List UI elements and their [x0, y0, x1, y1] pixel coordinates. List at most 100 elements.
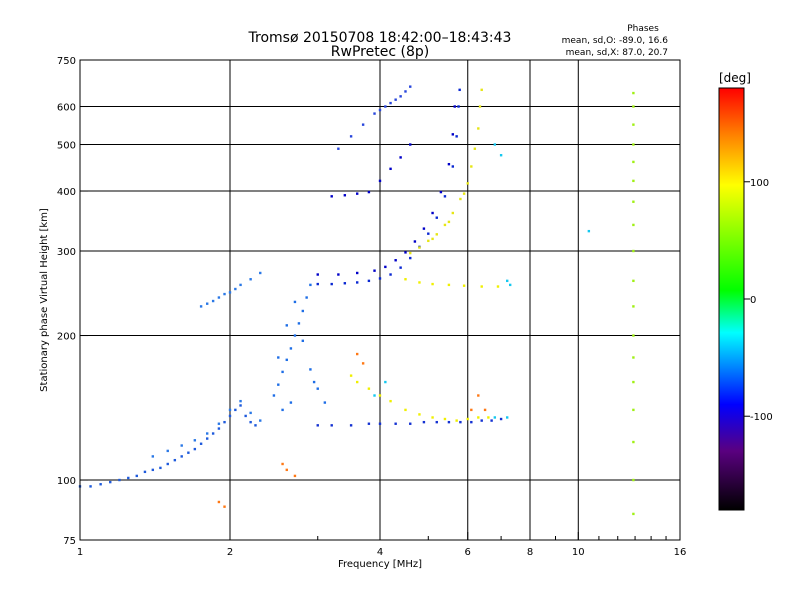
data-point [505, 416, 509, 419]
colorbar-tick-label: 0 [750, 295, 756, 306]
data-point [447, 162, 451, 166]
stats-x-mode: mean, sd,X: 87.0, 20.7 [566, 48, 668, 58]
data-point [394, 98, 397, 101]
data-point [632, 279, 635, 283]
data-point [447, 420, 451, 424]
x-axis-label: Frequency [MHz] [338, 559, 422, 570]
data-point [451, 211, 455, 215]
data-point [462, 284, 466, 287]
data-point [389, 167, 392, 171]
data-point [632, 91, 635, 95]
data-point [431, 416, 434, 419]
data-point [404, 251, 407, 254]
data-point [281, 462, 284, 466]
data-point [632, 105, 635, 108]
data-point [470, 408, 473, 412]
data-point [272, 394, 276, 397]
data-point [285, 468, 288, 472]
data-point [462, 192, 466, 195]
data-point [443, 223, 447, 227]
data-point [330, 424, 333, 427]
data-point [457, 105, 460, 108]
x-tick-label: 2 [227, 547, 233, 558]
data-point [431, 211, 434, 215]
data-point [455, 135, 458, 138]
x-axis: 1 2 4 6 8 10 16 [77, 532, 687, 558]
data-point [249, 420, 252, 424]
data-point [330, 195, 333, 198]
data-point [632, 478, 635, 482]
data-point [409, 256, 412, 260]
data-point [435, 420, 438, 424]
data-point [632, 143, 635, 146]
data-point [389, 273, 392, 276]
data-point [151, 468, 155, 472]
colorbar [718, 87, 745, 511]
data-point [316, 282, 319, 286]
data-point [409, 143, 412, 146]
data-point [289, 401, 293, 404]
data-point [477, 416, 480, 419]
x-tick-label: 16 [674, 547, 687, 558]
data-point [418, 246, 421, 249]
data-point [355, 271, 359, 275]
data-point [422, 420, 426, 424]
data-point [285, 358, 288, 362]
data-point [343, 282, 347, 285]
data-point [205, 432, 209, 435]
data-point [249, 278, 252, 281]
data-point [293, 474, 297, 478]
chart-title-line-1: Tromsø 20150708 18:42:00–18:43:43 [248, 30, 512, 46]
data-point [301, 339, 305, 343]
data-point [422, 227, 426, 230]
data-point [404, 90, 407, 93]
data-point [355, 380, 359, 384]
stats-o-mode: mean, sd,O: -89.0, 16.6 [562, 36, 669, 46]
data-point [447, 220, 451, 224]
data-point [451, 133, 455, 136]
colorbar-tick-label: 100 [750, 178, 769, 189]
data-point [349, 424, 353, 427]
data-point [470, 165, 473, 168]
data-point [199, 442, 203, 445]
data-point [632, 249, 635, 253]
data-point [239, 404, 242, 407]
x-tick-label: 10 [572, 547, 585, 558]
data-point [466, 417, 469, 421]
data-point [89, 485, 92, 488]
data-point [480, 88, 483, 92]
colorbar-label: [deg] [719, 71, 751, 85]
data-point [312, 380, 316, 384]
data-point [109, 480, 112, 484]
data-point [173, 458, 177, 462]
data-point [343, 194, 347, 197]
data-point [281, 370, 284, 374]
data-point [228, 408, 232, 412]
data-point [632, 223, 635, 227]
data-point [373, 394, 376, 397]
data-point [505, 279, 509, 283]
data-point [470, 420, 473, 424]
data-point [166, 462, 169, 466]
data-point [159, 466, 162, 470]
stats-heading: Phases [627, 24, 659, 34]
data-point [409, 85, 412, 88]
data-point [384, 265, 387, 269]
data-point [349, 374, 353, 377]
data-point [337, 273, 340, 276]
data-point [496, 285, 500, 288]
data-point [228, 414, 232, 418]
data-point [632, 380, 635, 384]
data-point [632, 440, 635, 444]
data-point [404, 278, 407, 281]
y-axis-label: Stationary phase Virtual Height [km] [39, 208, 50, 392]
data-point [259, 271, 262, 275]
data-point [127, 476, 130, 480]
data-point [193, 439, 197, 442]
data-point [285, 324, 288, 327]
data-point [435, 233, 438, 236]
data-point [297, 322, 301, 325]
data-point [277, 383, 280, 386]
data-point [418, 281, 421, 284]
data-point [478, 105, 482, 108]
